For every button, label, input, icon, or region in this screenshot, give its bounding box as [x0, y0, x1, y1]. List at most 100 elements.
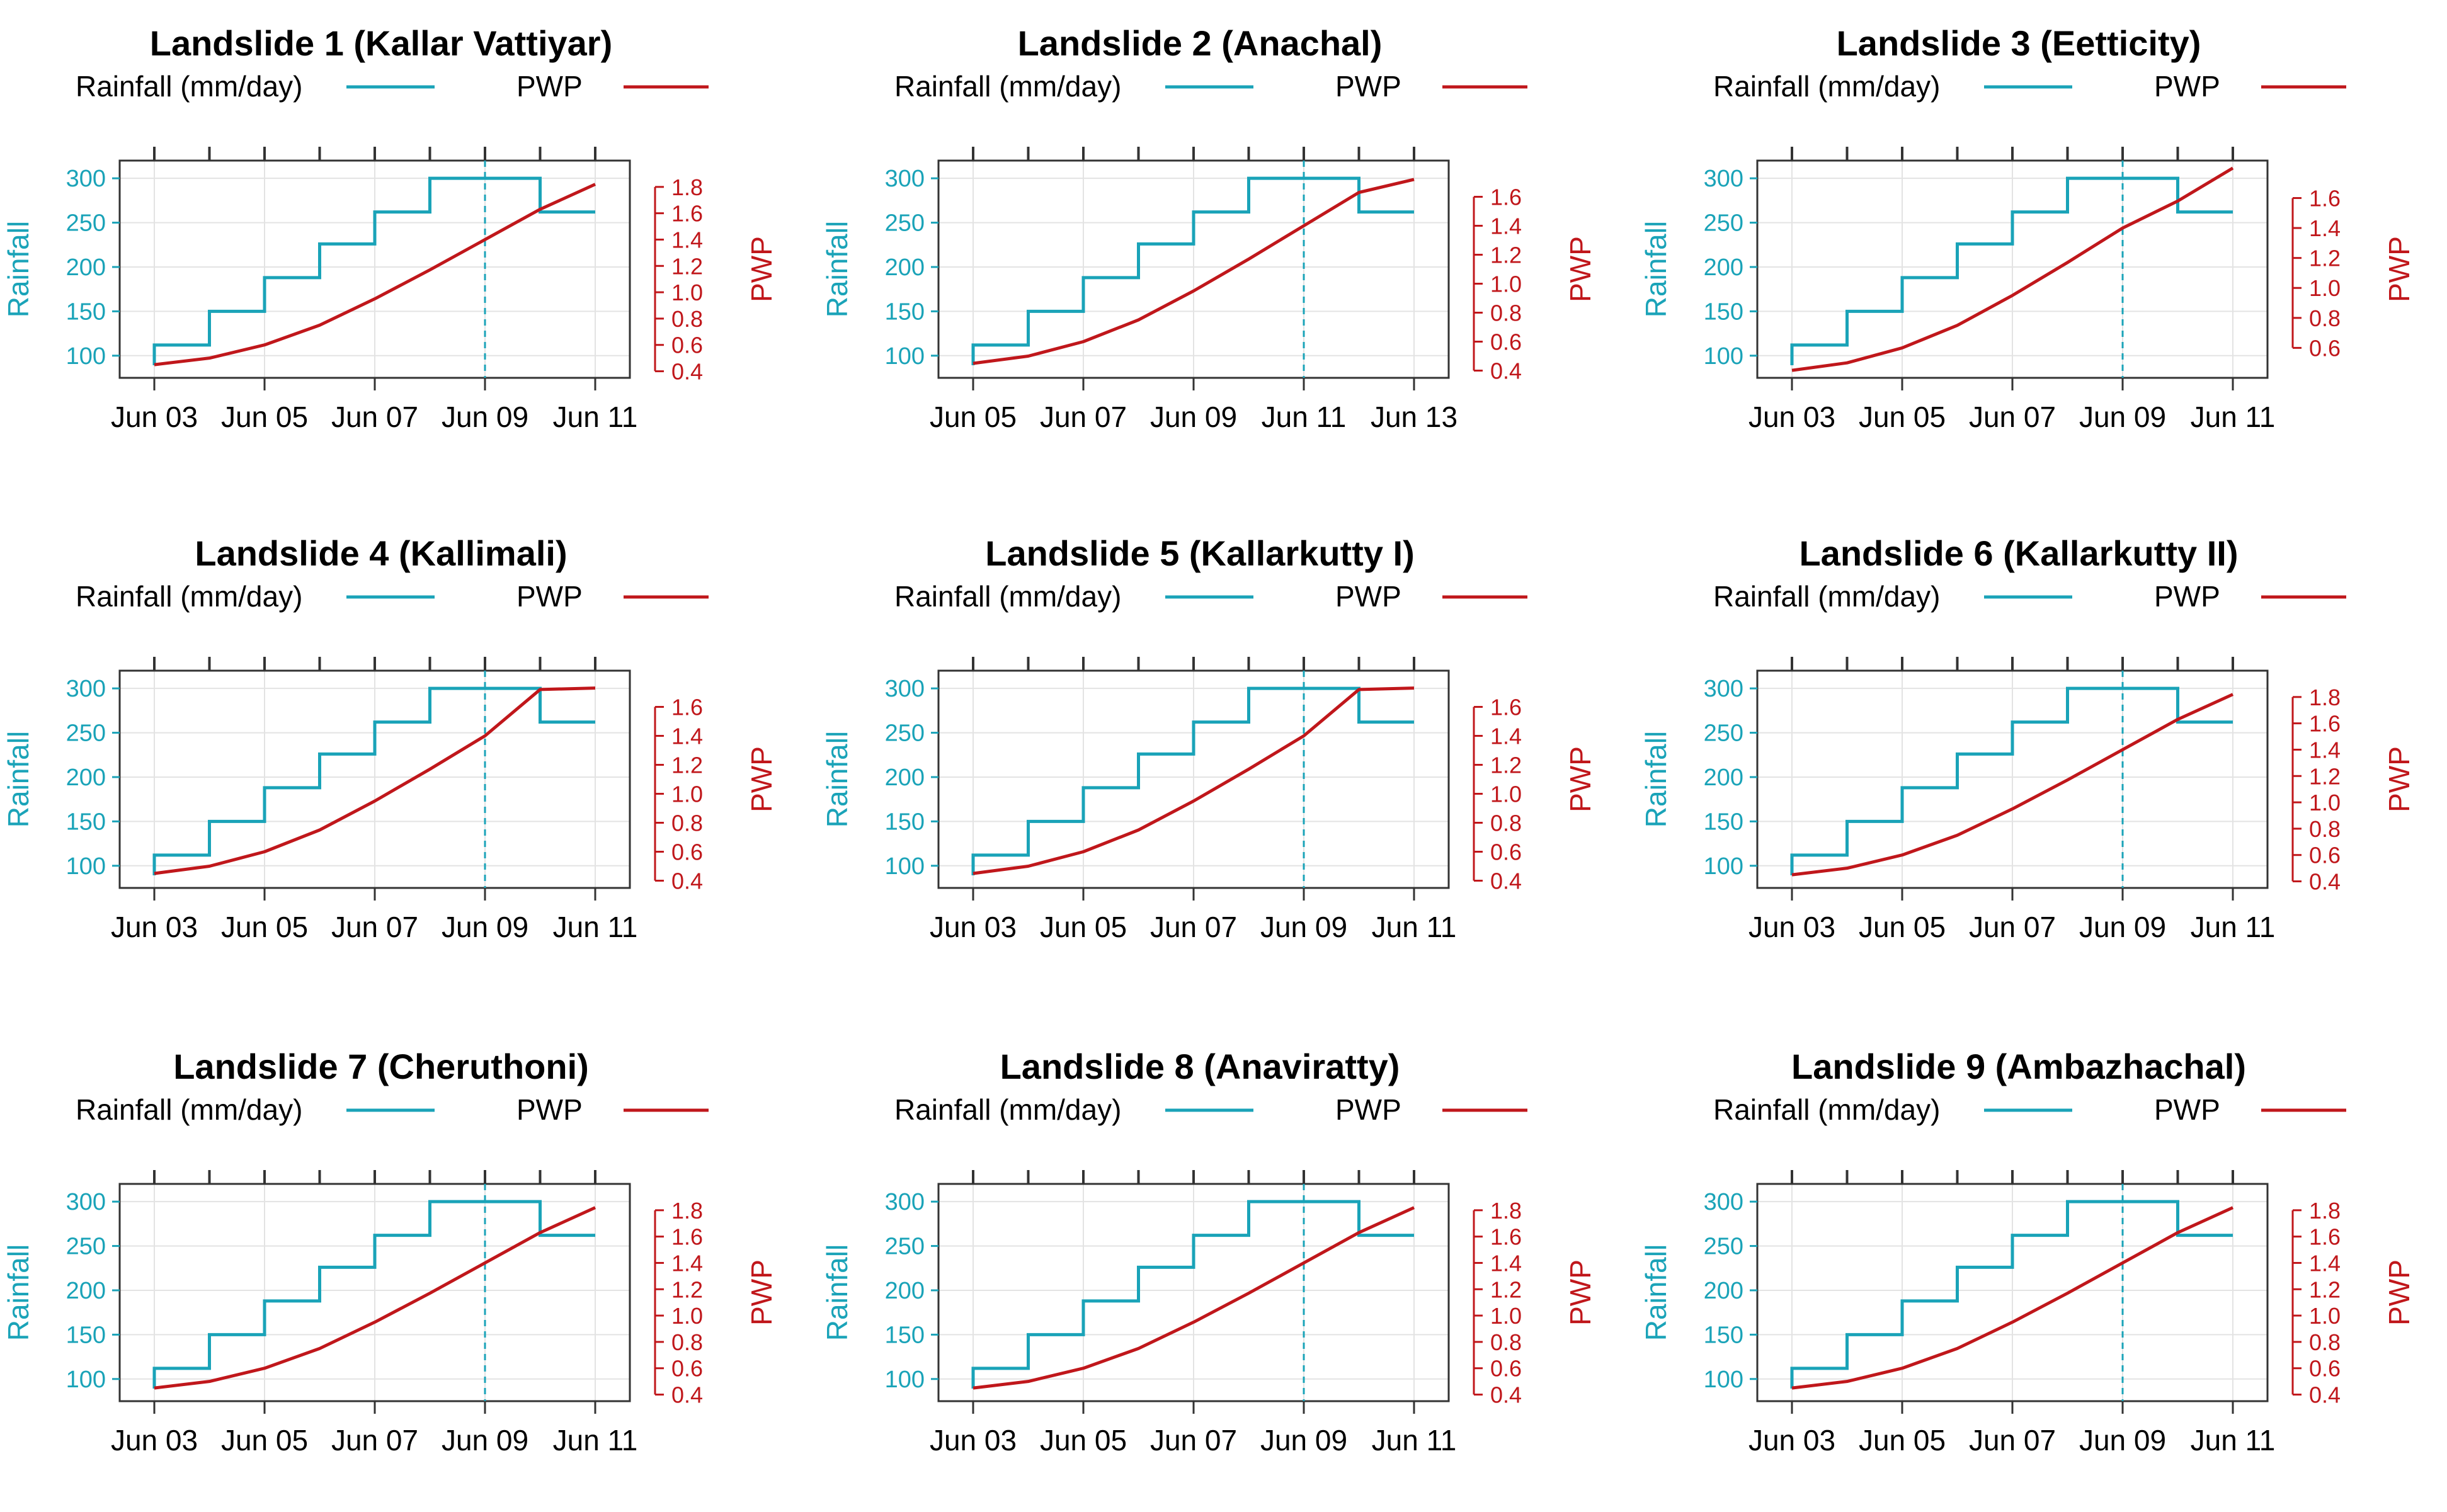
- pwp-series-line: [154, 1206, 596, 1390]
- y-right-tick-label: 0.8: [2309, 1329, 2341, 1355]
- y-left-tick-label: 300: [1704, 1189, 1743, 1215]
- y-right-tick-label: 1.2: [2309, 1276, 2341, 1302]
- x-tick-label: Jun 11: [1372, 1424, 1457, 1457]
- x-tick-label: Jun 05: [221, 911, 308, 943]
- y-left-tick-label: 300: [1704, 676, 1743, 702]
- y-left-axis-title: Rainfall: [821, 1244, 853, 1341]
- y-right-tick-label: 1.4: [1490, 213, 1522, 239]
- rainfall-series-line: [971, 686, 1414, 875]
- y-right-axis-title: PWP: [2383, 1259, 2416, 1326]
- y-left-tick-label: 100: [1704, 853, 1743, 880]
- y-left-tick-label: 250: [1704, 720, 1743, 747]
- x-tick-label: Jun 09: [442, 1424, 528, 1457]
- y-right-tick-label: 0.4: [1490, 358, 1522, 384]
- y-right-tick-label: 1.2: [2309, 246, 2341, 271]
- y-right-tick-label: 0.4: [1490, 868, 1522, 894]
- y-left-axis-title: Rainfall: [2, 1244, 35, 1341]
- y-left-axis-title: Rainfall: [1640, 221, 1672, 317]
- y-right-tick-label: 1.0: [671, 1303, 703, 1329]
- legend-rainfall-label: Rainfall (mm/day): [1713, 1093, 1940, 1126]
- x-tick-label: Jun 05: [1859, 911, 1946, 943]
- y-left-tick-label: 300: [885, 1189, 925, 1215]
- pwp-series-line: [1791, 166, 2234, 372]
- y-left-tick-label: 300: [66, 676, 106, 702]
- y-left-tick-label: 200: [1704, 1278, 1743, 1304]
- x-tick-label: Jun 07: [1969, 1424, 2056, 1457]
- y-left-tick-label: 200: [66, 254, 106, 281]
- panel-title: Landslide 2 (Anachal): [1018, 23, 1383, 63]
- y-left-tick-label: 250: [885, 210, 925, 237]
- y-right-tick-label: 1.6: [2309, 1224, 2341, 1250]
- legend-rainfall-label: Rainfall (mm/day): [894, 70, 1121, 103]
- panel-title: Landslide 6 (Kallarkutty II): [1799, 533, 2238, 573]
- chart-panel-8: Landslide 8 (Anaviratty) Rainfall (mm/day…: [821, 1047, 1597, 1457]
- panel-title: Landslide 1 (Kallar Vattiyar): [150, 23, 612, 63]
- y-right-tick-label: 0.8: [671, 306, 703, 332]
- legend-pwp-label: PWP: [2154, 580, 2220, 613]
- y-right-tick-label: 1.4: [1490, 724, 1522, 749]
- y-right-tick-label: 1.0: [2309, 1303, 2341, 1329]
- y-left-tick-label: 100: [66, 1367, 106, 1393]
- y-right-tick-label: 0.6: [2309, 1356, 2341, 1382]
- y-left-tick-label: 150: [66, 298, 106, 325]
- x-tick-label: Jun 07: [331, 1424, 418, 1457]
- y-right-tick-label: 1.4: [671, 227, 703, 253]
- pwp-series-line: [973, 1206, 1415, 1390]
- rainfall-series-line: [971, 1200, 1414, 1389]
- y-left-tick-label: 300: [1704, 166, 1743, 192]
- y-left-tick-label: 100: [1704, 1367, 1743, 1393]
- y-right-tick-label: 1.6: [671, 695, 703, 720]
- legend-pwp-label: PWP: [516, 70, 583, 103]
- x-tick-label: Jun 05: [1859, 1424, 1946, 1457]
- x-tick-label: Jun 11: [553, 911, 638, 943]
- legend-rainfall-label: Rainfall (mm/day): [76, 1093, 302, 1126]
- y-left-tick-label: 250: [1704, 210, 1743, 237]
- y-right-tick-label: 0.6: [671, 333, 703, 358]
- rainfall-series-line: [1790, 1200, 2233, 1389]
- x-tick-label: Jun 05: [221, 401, 308, 433]
- x-tick-label: Jun 09: [442, 401, 528, 433]
- y-left-axis-title: Rainfall: [1640, 1244, 1672, 1341]
- y-right-tick-label: 1.8: [2309, 685, 2341, 710]
- y-right-tick-label: 1.6: [1490, 185, 1522, 210]
- x-tick-label: Jun 11: [1262, 401, 1347, 433]
- x-tick-label: Jun 07: [1150, 911, 1237, 943]
- x-tick-label: Jun 11: [553, 1424, 638, 1457]
- x-tick-label: Jun 05: [221, 1424, 308, 1457]
- pwp-series-line: [154, 686, 596, 875]
- y-left-tick-label: 150: [1704, 298, 1743, 325]
- legend-pwp-label: PWP: [1335, 1093, 1401, 1126]
- x-tick-label: Jun 07: [1969, 401, 2056, 433]
- x-tick-label: Jun 13: [1371, 401, 1457, 433]
- chart-panel-2: Landslide 2 (Anachal) Rainfall (mm/day) PW…: [821, 23, 1597, 433]
- y-left-tick-label: 200: [66, 765, 106, 791]
- y-right-tick-label: 1.6: [1490, 695, 1522, 720]
- y-left-tick-label: 250: [66, 720, 106, 747]
- legend-rainfall-label: Rainfall (mm/day): [1713, 70, 1940, 103]
- y-left-tick-label: 150: [66, 1322, 106, 1348]
- legend-pwp-label: PWP: [2154, 70, 2220, 103]
- x-tick-label: Jun 07: [1969, 911, 2056, 943]
- panel-title: Landslide 8 (Anaviratty): [1000, 1047, 1400, 1086]
- y-right-tick-label: 1.4: [1490, 1250, 1522, 1276]
- y-right-tick-label: 1.0: [1490, 1303, 1522, 1329]
- y-right-tick-label: 1.6: [671, 1224, 703, 1250]
- y-right-tick-label: 0.4: [671, 359, 703, 385]
- y-right-tick-label: 1.2: [1490, 1276, 1522, 1302]
- y-right-tick-label: 0.8: [1490, 810, 1522, 836]
- x-tick-label: Jun 11: [2191, 401, 2276, 433]
- chart-panel-1: Landslide 1 (Kallar Vattiyar) Rainfall (m…: [2, 23, 778, 433]
- y-right-tick-label: 1.6: [1490, 1224, 1522, 1250]
- x-tick-label: Jun 03: [1748, 911, 1835, 943]
- y-left-tick-label: 300: [66, 166, 106, 192]
- chart-panel-3: Landslide 3 (Eetticity) Rainfall (mm/day)…: [1640, 23, 2416, 433]
- y-right-tick-label: 1.2: [671, 253, 703, 279]
- legend-rainfall-label: Rainfall (mm/day): [894, 1093, 1121, 1126]
- y-right-tick-label: 0.6: [1490, 839, 1522, 865]
- x-tick-label: Jun 07: [331, 911, 418, 943]
- y-right-tick-label: 1.2: [2309, 763, 2341, 789]
- legend-rainfall-label: Rainfall (mm/day): [76, 70, 302, 103]
- y-right-tick-label: 1.4: [2309, 1250, 2341, 1276]
- panel-title: Landslide 4 (Kallimali): [195, 533, 567, 573]
- y-right-tick-label: 1.2: [671, 753, 703, 778]
